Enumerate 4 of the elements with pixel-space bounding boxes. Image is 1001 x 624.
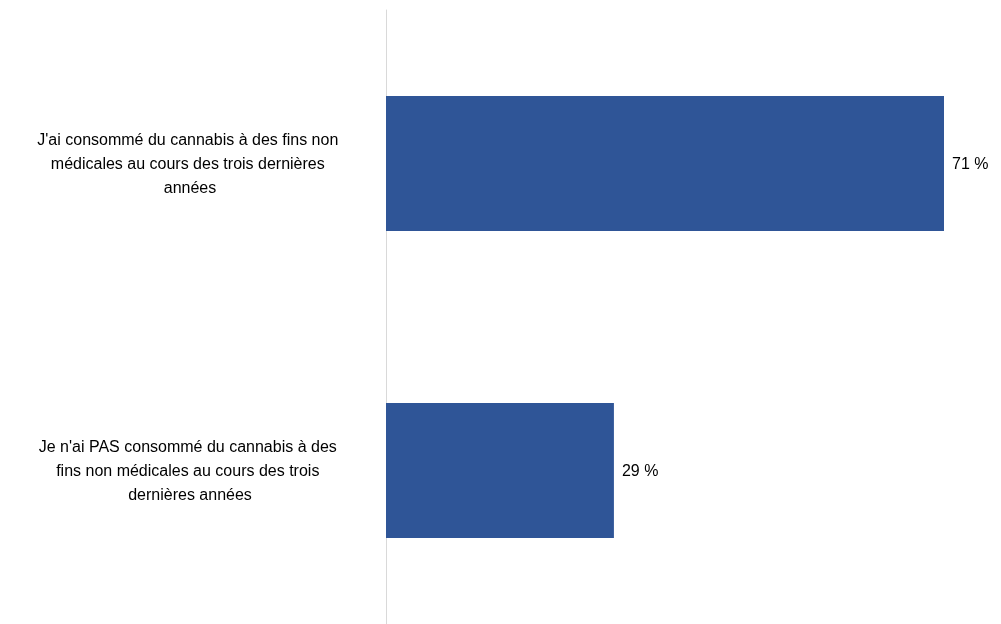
y-tick-label: J'ai consommé du cannabis à des fins non médicales au cours des trois dernières années xyxy=(37,131,343,196)
data-label: 29 % xyxy=(621,462,659,479)
y-tick-label: Je n'ai PAS consommé du cannabis à des fins non médicales au cours des trois dernières années xyxy=(38,438,342,503)
data-label: 71 % xyxy=(952,155,989,172)
